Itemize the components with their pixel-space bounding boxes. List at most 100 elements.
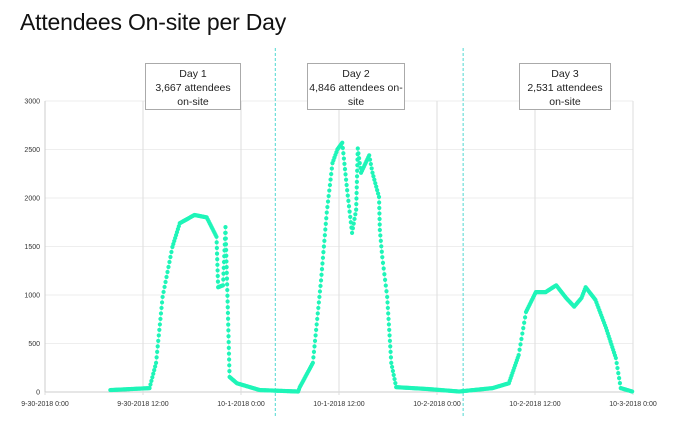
data-point: [156, 333, 161, 338]
data-point: [326, 193, 331, 199]
annotation-line: site: [347, 96, 365, 108]
data-point: [381, 266, 386, 271]
x-tick-label: 10-3-2018 0:00: [609, 401, 657, 408]
data-point: [149, 378, 154, 384]
annotation-day-3: Day 3 2,531 attendees on-site: [519, 63, 611, 110]
data-point: [160, 294, 165, 300]
data-point: [215, 262, 220, 267]
data-point: [385, 294, 390, 300]
data-point: [371, 174, 376, 179]
data-point: [319, 272, 324, 277]
data-point: [223, 236, 228, 241]
data-point: [385, 305, 390, 311]
data-point: [349, 230, 355, 236]
annotation-line: on-site: [177, 96, 209, 108]
data-point: [354, 201, 359, 207]
annotation-line: Day 3: [551, 68, 579, 80]
data-point: [227, 357, 232, 362]
data-point: [519, 336, 524, 342]
data-point: [154, 355, 159, 360]
data-point: [386, 311, 391, 316]
data-point: [353, 212, 358, 217]
data-point: [379, 244, 384, 249]
data-point: [391, 372, 396, 378]
data-point: [320, 255, 326, 260]
data-point: [343, 177, 349, 182]
data-point: [227, 369, 232, 374]
data-point: [377, 205, 382, 211]
data-point: [355, 168, 360, 173]
data-point: [347, 209, 352, 214]
data-point: [168, 254, 173, 260]
data-point: [375, 191, 381, 196]
data-point: [387, 333, 392, 338]
data-point: [346, 198, 351, 204]
data-point: [344, 182, 349, 188]
data-point: [352, 216, 357, 222]
data-point: [378, 238, 383, 243]
data-point: [386, 322, 391, 327]
data-point: [341, 151, 346, 156]
data-point: [389, 360, 394, 365]
data-point: [614, 360, 619, 366]
data-point: [630, 389, 635, 394]
data-point: [372, 177, 377, 182]
data-point: [517, 347, 522, 352]
data-point: [324, 210, 329, 215]
data-point: [227, 363, 232, 368]
data-point: [522, 315, 528, 320]
data-point: [316, 305, 321, 311]
data-point: [153, 360, 159, 365]
data-point: [225, 316, 231, 321]
data-point: [522, 320, 527, 325]
x-tick-label: 9-30-2018 0:00: [21, 401, 69, 408]
y-tick-label: 2500: [24, 147, 40, 154]
data-point: [155, 349, 160, 355]
data-point: [310, 360, 315, 365]
data-point: [520, 331, 525, 336]
data-point: [315, 311, 320, 316]
data-point: [225, 282, 230, 287]
data-point: [367, 157, 373, 162]
data-point: [226, 345, 231, 350]
data-point: [384, 289, 389, 294]
data-point: [311, 355, 316, 360]
data-point: [354, 190, 359, 196]
data-point: [224, 259, 229, 264]
y-tick-label: 1000: [24, 293, 40, 300]
data-point: [378, 233, 383, 238]
data-point: [226, 339, 231, 345]
data-point: [389, 364, 395, 370]
x-tick-label: 9-30-2018 12:00: [117, 401, 168, 408]
x-tick-label: 10-1-2018 12:00: [313, 401, 364, 408]
series-line: [110, 141, 633, 393]
annotation-line: 3,667 attendees: [155, 82, 231, 94]
data-point: [224, 276, 230, 281]
data-point: [357, 160, 362, 166]
data-point: [380, 255, 385, 260]
data-point: [214, 251, 220, 256]
data-point: [169, 249, 174, 255]
annotation-day-1: Day 1 3,667 attendees on-site: [145, 63, 241, 110]
data-point: [346, 204, 352, 209]
data-point: [355, 146, 360, 151]
data-point: [341, 156, 346, 161]
data-point: [319, 267, 325, 272]
data-point: [224, 265, 229, 270]
data-point: [314, 322, 319, 327]
data-point: [225, 299, 230, 304]
data-point: [348, 214, 353, 220]
data-point: [322, 233, 327, 238]
data-point: [313, 333, 318, 338]
y-tick-label: 2000: [24, 196, 40, 203]
x-tick-label: 10-2-2018 0:00: [413, 401, 461, 408]
data-point: [613, 355, 618, 361]
data-point: [215, 268, 220, 273]
data-point: [220, 283, 226, 288]
data-point: [382, 277, 388, 282]
data-point: [317, 289, 323, 294]
data-point: [214, 245, 219, 251]
data-point: [226, 328, 231, 333]
data-point: [345, 193, 350, 198]
data-point: [158, 316, 163, 322]
